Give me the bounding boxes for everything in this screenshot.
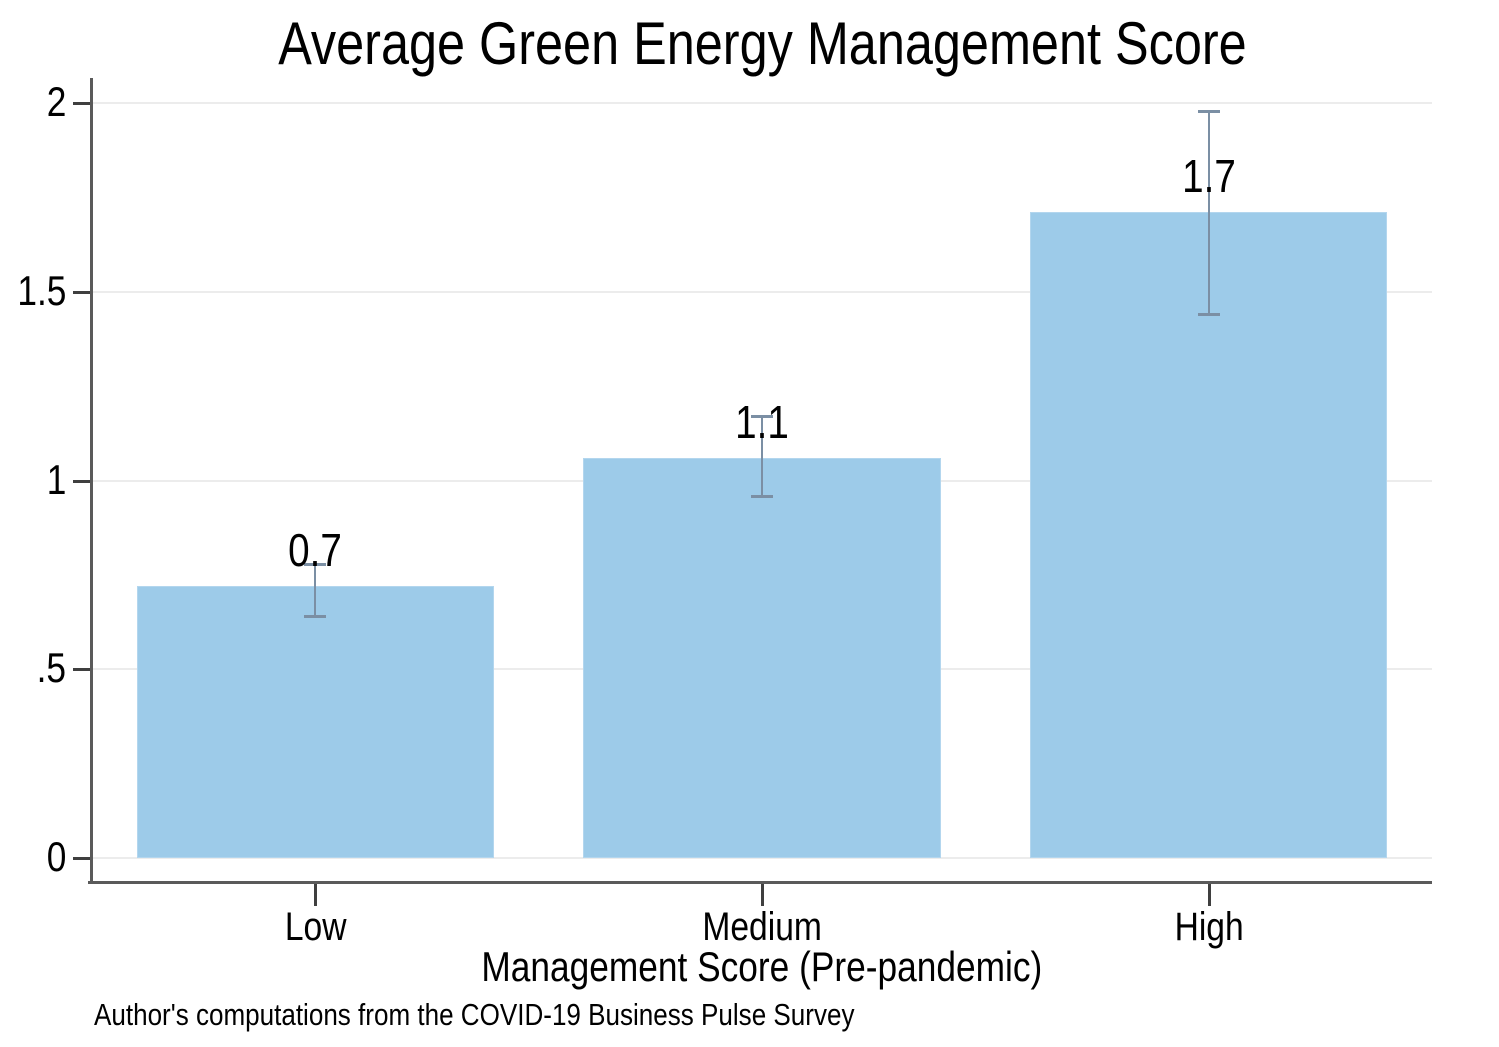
error-bar-cap-bottom — [304, 615, 327, 619]
bar-value-label: 1.7 — [1139, 152, 1279, 200]
bar-value-label-text: 1.1 — [735, 395, 789, 448]
chart-note: Author's computations from the COVID-19 … — [94, 996, 999, 1034]
x-axis-category-label: Medium — [632, 904, 892, 950]
gridline — [93, 857, 1432, 859]
y-axis-tick — [73, 668, 92, 672]
error-bar-line — [314, 563, 317, 617]
chart-note-text: Author's computations from the COVID-19 … — [94, 997, 855, 1032]
error-bar-cap-bottom — [1197, 313, 1220, 317]
gridline — [93, 102, 1432, 104]
y-axis-tick-label-text: .5 — [36, 644, 66, 692]
bar-value-label: 1.1 — [692, 398, 832, 446]
y-axis-tick-label: 1 — [4, 455, 66, 503]
x-axis-title-text: Management Score (Pre-pandemic) — [481, 943, 1043, 990]
chart-title: Average Green Energy Management Score — [92, 12, 1432, 76]
bar — [583, 457, 941, 858]
y-axis-line — [90, 78, 93, 884]
error-bar-cap-top — [1197, 109, 1220, 113]
gridline — [93, 290, 1432, 293]
bar — [136, 586, 494, 858]
x-axis-tick — [761, 884, 764, 906]
x-axis-category-label: Low — [185, 904, 445, 950]
y-axis-tick-label: 1.5 — [4, 266, 66, 314]
x-axis-tick — [1207, 884, 1211, 906]
bar-value-label-text: 0.7 — [288, 524, 343, 577]
x-axis-line — [88, 881, 1432, 884]
y-axis-tick-label: .5 — [4, 646, 66, 690]
bar — [1030, 212, 1388, 858]
x-axis-title: Management Score (Pre-pandemic) — [262, 944, 1262, 990]
y-axis-tick — [73, 479, 92, 483]
y-axis-tick-label-text: 1.5 — [16, 266, 66, 314]
y-axis-tick-label-text: 0 — [46, 833, 66, 880]
chart-title-text: Average Green Energy Management Score — [277, 10, 1247, 77]
y-axis-tick-label-text: 1 — [46, 455, 66, 503]
y-axis-tick — [73, 102, 92, 105]
y-axis-tick-label-text: 2 — [46, 78, 66, 125]
error-bar-line — [1207, 110, 1210, 315]
error-bar-line — [761, 416, 763, 496]
y-axis-tick-label: 0 — [4, 835, 66, 879]
x-axis-category-label-text: Low — [284, 905, 347, 949]
error-bar-cap-bottom — [751, 494, 773, 498]
bar-value-label: 0.7 — [245, 526, 385, 574]
x-axis-category-label: High — [1079, 904, 1339, 950]
y-axis-tick-label: 2 — [4, 80, 66, 124]
x-axis-tick — [314, 884, 318, 906]
error-bar-cap-top — [751, 415, 773, 419]
x-axis-category-label-text: High — [1174, 905, 1244, 949]
x-axis-category-label-text: Medium — [702, 905, 822, 949]
bar-value-label-text: 1.7 — [1181, 150, 1236, 203]
y-axis-tick — [73, 857, 92, 860]
y-axis-tick — [73, 290, 92, 294]
error-bar-cap-top — [304, 562, 327, 566]
